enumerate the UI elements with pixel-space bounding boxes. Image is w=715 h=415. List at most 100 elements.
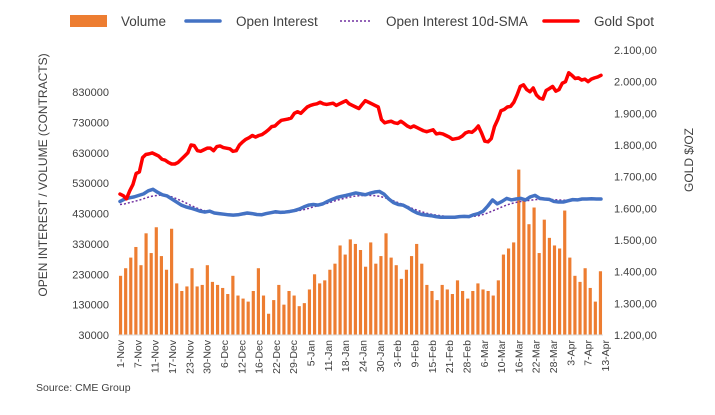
volume-bar xyxy=(568,257,572,335)
volume-bar xyxy=(338,245,342,335)
volume-bar xyxy=(118,275,123,335)
volume-bar xyxy=(236,295,240,335)
volume-bar xyxy=(195,286,199,335)
right-tick-label: 1.900,00 xyxy=(614,108,657,120)
x-tick-label: 10-Mar xyxy=(496,340,508,374)
volume-bar xyxy=(588,287,592,335)
x-tick-label: 1-Nov xyxy=(115,339,127,368)
right-tick-label: 1.200,00 xyxy=(614,330,657,342)
x-tick-label: 22-Dec xyxy=(271,340,283,374)
volume-bar xyxy=(277,284,281,335)
x-axis-ticks: 1-Nov 7-Nov 11-Nov 17-Nov 23-Nov 30-Nov 6-Dec 1… xyxy=(115,339,612,374)
x-tick-label: 16-Dec xyxy=(254,340,266,374)
right-tick-label: 1.500,00 xyxy=(614,235,657,247)
volume-bar xyxy=(430,290,434,335)
volume-bar xyxy=(170,228,174,335)
volume-bar xyxy=(522,198,526,335)
volume-bar xyxy=(537,253,541,335)
left-tick-label: 530000 xyxy=(72,178,109,190)
volume-bar xyxy=(312,274,317,335)
volume-bar xyxy=(552,245,557,335)
gold-spot-line xyxy=(118,71,603,201)
x-tick-label: 13-Apr xyxy=(600,339,612,371)
volume-bar xyxy=(251,290,255,335)
volume-bar xyxy=(374,263,378,335)
volume-bar xyxy=(455,280,460,335)
x-tick-label: 30-Jan xyxy=(375,340,387,372)
x-tick-label: 11-Nov xyxy=(150,339,162,373)
volume-bar xyxy=(466,298,470,335)
left-axis-title: OPEN INTEREST / VOLUME (CONTRACTS) xyxy=(36,53,50,296)
volume-bar xyxy=(226,294,230,335)
volume-bar xyxy=(491,295,495,335)
volume-bar xyxy=(353,243,357,335)
x-tick-label: 23-Nov xyxy=(184,339,196,374)
volume-bar xyxy=(415,243,419,335)
x-tick-label: 15-Feb xyxy=(427,340,439,373)
volume-bar xyxy=(348,239,352,335)
x-tick-label: 7-Apr xyxy=(583,340,595,366)
volume-bar xyxy=(154,227,158,335)
volume-bar xyxy=(134,246,138,335)
volume-bar xyxy=(287,290,291,335)
series-lines xyxy=(118,71,603,219)
x-tick-label: 17-Nov xyxy=(167,339,179,374)
volume-bars xyxy=(118,169,603,335)
volume-bar xyxy=(558,248,562,335)
x-tick-label: 9-Feb xyxy=(409,340,421,368)
volume-bar xyxy=(185,286,189,335)
volume-bar xyxy=(471,290,475,335)
volume-bar xyxy=(394,265,398,335)
volume-bar xyxy=(343,254,347,335)
x-tick-label: 16-Mar xyxy=(513,340,525,374)
volume-bar xyxy=(205,265,209,335)
volume-bar xyxy=(149,253,153,335)
volume-bar xyxy=(144,233,148,335)
volume-bar xyxy=(379,256,383,335)
volume-bar xyxy=(461,290,465,335)
volume-bar xyxy=(159,256,163,335)
volume-bar xyxy=(384,233,388,335)
x-tick-label: 28-Mar xyxy=(548,340,560,374)
open-interest-line xyxy=(118,187,603,219)
volume-bar xyxy=(598,271,603,335)
right-tick-label: 2.000,00 xyxy=(614,77,657,89)
left-tick-label: 130000 xyxy=(72,300,109,312)
volume-bar xyxy=(175,283,179,335)
volume-bar xyxy=(573,275,577,335)
x-tick-label: 21-Feb xyxy=(444,340,456,373)
volume-bar xyxy=(124,268,128,335)
volume-bar xyxy=(190,268,194,335)
x-tick-label: 6-Dec xyxy=(219,340,231,368)
volume-bar xyxy=(323,280,327,335)
x-tick-label: 11-Jan xyxy=(323,340,335,371)
volume-bar xyxy=(292,295,296,335)
volume-bar xyxy=(547,237,551,335)
volume-bar xyxy=(282,304,286,335)
volume-bar xyxy=(164,269,169,335)
volume-bar xyxy=(420,263,424,335)
right-tick-label: 1.300,00 xyxy=(614,298,657,310)
volume-bar xyxy=(506,248,511,335)
legend-gold-spot-label: Gold Spot xyxy=(594,14,654,29)
left-tick-label: 430000 xyxy=(72,209,109,221)
x-tick-label: 29-Dec xyxy=(288,340,300,374)
x-tick-label: 24-Jan xyxy=(358,340,370,372)
volume-bar xyxy=(481,289,485,335)
volume-bar xyxy=(221,287,225,335)
volume-bar xyxy=(440,284,444,335)
volume-bar xyxy=(328,269,332,335)
volume-bar xyxy=(399,278,403,335)
x-tick-label: 3-Feb xyxy=(392,340,404,368)
volume-bar xyxy=(180,290,184,335)
volume-bar xyxy=(272,300,276,335)
x-tick-label: 12-Dec xyxy=(236,340,248,374)
left-tick-label: 230000 xyxy=(72,269,109,281)
volume-bar xyxy=(404,269,409,335)
volume-bar xyxy=(302,303,306,335)
volume-bar xyxy=(583,268,587,335)
source-note: Source: CME Group xyxy=(36,382,131,394)
right-tick-label: 1.700,00 xyxy=(614,172,657,184)
volume-bar xyxy=(210,281,215,335)
